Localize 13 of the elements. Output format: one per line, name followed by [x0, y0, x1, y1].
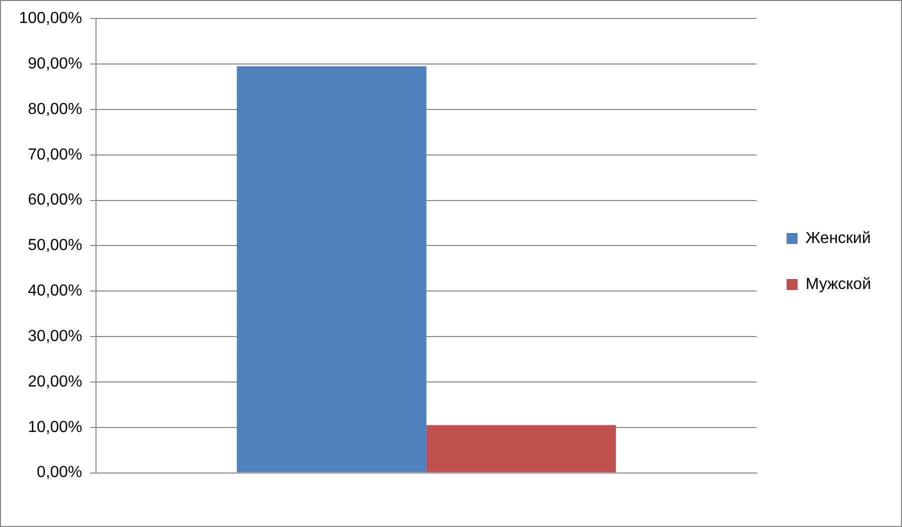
legend-label: Женский [806, 230, 871, 247]
y-tick-label: 30,00% [28, 328, 82, 345]
y-tick-label: 10,00% [28, 418, 82, 436]
y-tick-label: 0,00% [36, 464, 82, 482]
y-tick-label: 50,00% [28, 237, 82, 254]
y-tick-label: 80,00% [28, 100, 82, 118]
y-tick-label: 90,00% [28, 55, 82, 72]
y-tick-label: 70,00% [28, 146, 82, 164]
legend-label: Мужской [806, 276, 871, 293]
y-tick-label: 60,00% [28, 192, 82, 209]
y-tick-label: 40,00% [28, 282, 82, 300]
y-tick-label: 20,00% [28, 373, 82, 390]
y-tick-label: 100,00% [18, 10, 82, 28]
